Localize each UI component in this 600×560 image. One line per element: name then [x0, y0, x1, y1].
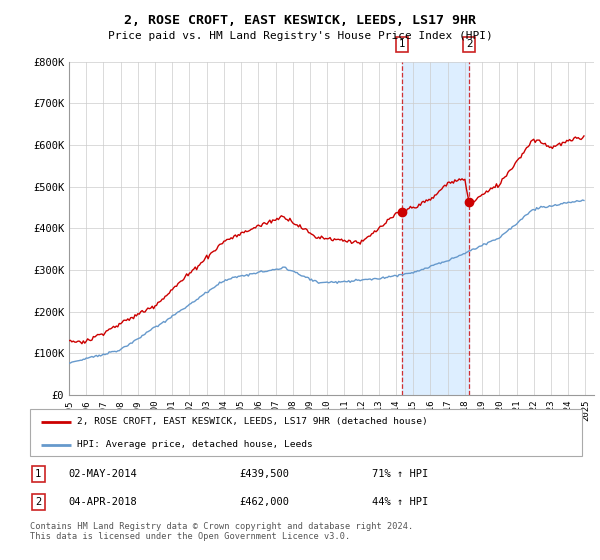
Text: £462,000: £462,000 [240, 497, 290, 507]
Text: 1: 1 [398, 39, 405, 49]
FancyBboxPatch shape [30, 409, 582, 456]
Text: 2, ROSE CROFT, EAST KESWICK, LEEDS, LS17 9HR: 2, ROSE CROFT, EAST KESWICK, LEEDS, LS17… [124, 14, 476, 27]
Text: £439,500: £439,500 [240, 469, 290, 479]
Text: 2: 2 [35, 497, 41, 507]
Text: 2, ROSE CROFT, EAST KESWICK, LEEDS, LS17 9HR (detached house): 2, ROSE CROFT, EAST KESWICK, LEEDS, LS17… [77, 417, 428, 426]
Text: HPI: Average price, detached house, Leeds: HPI: Average price, detached house, Leed… [77, 440, 313, 449]
Text: Contains HM Land Registry data © Crown copyright and database right 2024.
This d: Contains HM Land Registry data © Crown c… [30, 522, 413, 542]
Text: 02-MAY-2014: 02-MAY-2014 [68, 469, 137, 479]
Text: 1: 1 [35, 469, 41, 479]
Text: 04-APR-2018: 04-APR-2018 [68, 497, 137, 507]
Text: 2: 2 [466, 39, 473, 49]
Text: 71% ↑ HPI: 71% ↑ HPI [372, 469, 428, 479]
Text: 44% ↑ HPI: 44% ↑ HPI [372, 497, 428, 507]
Text: Price paid vs. HM Land Registry's House Price Index (HPI): Price paid vs. HM Land Registry's House … [107, 31, 493, 41]
Bar [402, 62, 469, 395]
